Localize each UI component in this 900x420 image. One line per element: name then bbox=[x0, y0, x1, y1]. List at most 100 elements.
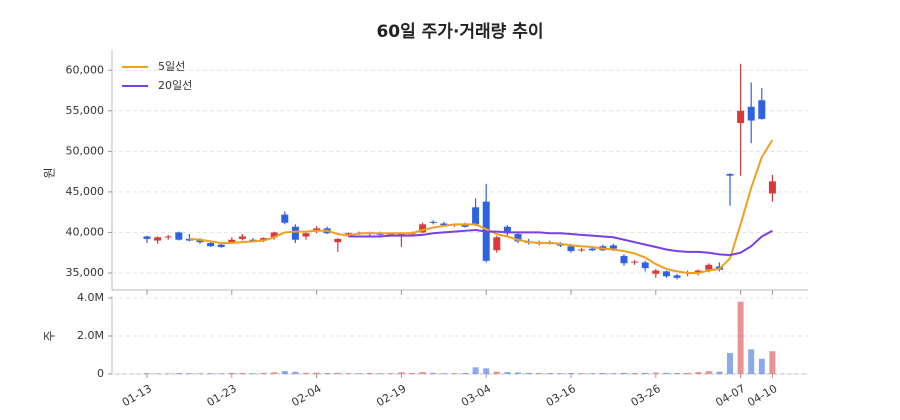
volume-bar bbox=[568, 373, 574, 374]
volume-bar bbox=[663, 372, 670, 374]
candle-body bbox=[694, 270, 702, 273]
x-tick-label: 02-04 bbox=[289, 382, 323, 409]
volume-bar bbox=[324, 373, 331, 374]
volume-bar bbox=[642, 372, 649, 374]
candle-body bbox=[196, 240, 204, 243]
candle-body bbox=[291, 226, 299, 240]
volume-bar bbox=[557, 373, 564, 374]
volume-bar bbox=[239, 373, 246, 374]
volume-bar bbox=[409, 373, 415, 374]
volume-bar bbox=[483, 368, 490, 374]
y-tick-label: 55,000 bbox=[66, 104, 105, 117]
candle-body bbox=[514, 234, 522, 242]
volume-bar bbox=[228, 372, 235, 374]
candle-body bbox=[705, 264, 713, 270]
volume-bar bbox=[504, 372, 511, 374]
volume-bar bbox=[758, 358, 765, 374]
volume-bar bbox=[599, 373, 606, 374]
candle-body bbox=[726, 174, 734, 176]
candle-body bbox=[281, 214, 289, 223]
volume-bar bbox=[621, 372, 627, 374]
volume-bar bbox=[705, 371, 712, 374]
candle-body bbox=[270, 232, 278, 238]
volume-bar bbox=[674, 373, 680, 374]
candle-body bbox=[164, 236, 172, 238]
volume-bar bbox=[419, 372, 426, 374]
candle-body bbox=[768, 181, 776, 194]
candle-body bbox=[175, 232, 183, 240]
x-tick-label: 03-04 bbox=[459, 382, 493, 409]
candle-body bbox=[207, 242, 215, 247]
volume-bar bbox=[165, 373, 172, 374]
chart-title: 60일 주가·거래량 추이 bbox=[376, 22, 543, 42]
candle-body bbox=[747, 106, 755, 121]
volume-bar bbox=[589, 373, 596, 374]
volume-bar bbox=[684, 372, 691, 374]
y-tick-label: 2.0M bbox=[77, 329, 104, 342]
volume-bar bbox=[610, 373, 617, 374]
x-tick-label: 02-19 bbox=[374, 382, 408, 409]
volume-bar bbox=[271, 372, 278, 374]
candle-body bbox=[260, 238, 268, 240]
volume-bar bbox=[250, 373, 256, 374]
candle-body bbox=[673, 275, 681, 278]
volume-bar bbox=[387, 373, 394, 374]
volume-bar bbox=[345, 373, 352, 374]
volume-bar bbox=[769, 351, 776, 374]
volume-bar bbox=[536, 373, 543, 374]
candle-body bbox=[419, 224, 427, 233]
candle-body bbox=[652, 270, 660, 274]
volume-bar bbox=[154, 373, 161, 374]
volume-bar bbox=[631, 373, 638, 374]
volume-bar bbox=[716, 371, 723, 374]
volume-bar bbox=[430, 372, 437, 374]
candle-body bbox=[313, 228, 321, 231]
volume-bar bbox=[186, 373, 193, 374]
x-tick-label: 04-10 bbox=[745, 382, 779, 409]
volume-bar bbox=[377, 373, 384, 374]
volume-bar bbox=[281, 371, 288, 374]
volume-bar bbox=[207, 373, 214, 374]
y-tick-label: 45,000 bbox=[66, 185, 105, 198]
y-tick-label: 0 bbox=[97, 367, 104, 380]
y-tick-label: 40,000 bbox=[66, 225, 105, 238]
volume-bar bbox=[313, 372, 320, 374]
candle-body bbox=[228, 239, 236, 243]
volume-bar bbox=[218, 373, 225, 374]
volume-bar bbox=[652, 372, 659, 374]
candle-body bbox=[578, 249, 586, 251]
y-tick-label: 60,000 bbox=[66, 63, 105, 76]
y-tick-label: 35,000 bbox=[66, 266, 105, 279]
candle-body bbox=[440, 223, 448, 226]
candle-body bbox=[567, 246, 575, 252]
legend-label: 20일선 bbox=[158, 78, 192, 92]
volume-bar bbox=[175, 373, 182, 374]
ma-line bbox=[189, 139, 774, 274]
x-tick-label: 03-26 bbox=[629, 382, 663, 409]
x-tick-label: 04-07 bbox=[713, 382, 747, 409]
volume-bar bbox=[695, 372, 702, 374]
x-tick-label: 01-13 bbox=[120, 382, 154, 409]
candle-body bbox=[334, 238, 342, 243]
candle-body bbox=[238, 236, 246, 239]
candle-body bbox=[631, 261, 639, 263]
candle-body bbox=[662, 271, 670, 277]
volume-bar bbox=[398, 372, 405, 374]
candle-body bbox=[503, 226, 511, 234]
candle-body bbox=[758, 100, 766, 119]
volume-bar bbox=[727, 353, 733, 374]
legend-label: 5일선 bbox=[158, 59, 185, 73]
volume-bar bbox=[525, 372, 532, 374]
volume-bar bbox=[546, 373, 553, 374]
candle-body bbox=[588, 248, 596, 251]
candle-body bbox=[493, 237, 501, 251]
volume-bar bbox=[303, 372, 309, 374]
candle-body bbox=[609, 245, 617, 249]
y-tick-label: 50,000 bbox=[66, 144, 105, 157]
volume-bar bbox=[292, 371, 299, 374]
volume-bar bbox=[197, 373, 203, 374]
candle-body bbox=[620, 255, 628, 264]
volume-bar bbox=[356, 373, 362, 374]
volume-bar bbox=[578, 373, 585, 374]
